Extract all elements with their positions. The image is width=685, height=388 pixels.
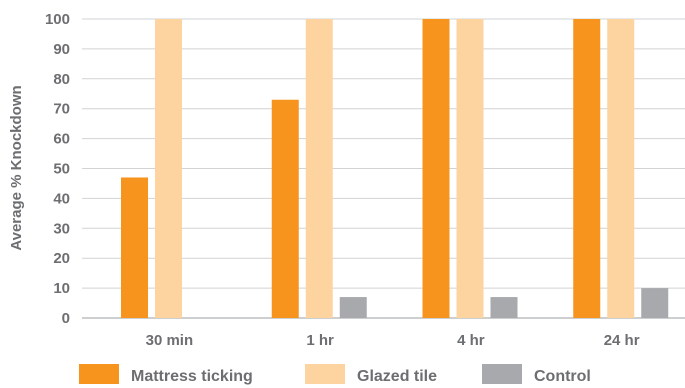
y-axis-label: Average % Knockdown <box>8 85 25 250</box>
bar <box>456 19 484 318</box>
bar <box>573 19 601 318</box>
x-axis-ticks: 30 min 1 hr 4 hr 24 hr <box>146 332 640 349</box>
x-tick-label: 24 hr <box>604 332 640 349</box>
y-tick-label: 10 <box>53 280 70 297</box>
bar <box>607 19 635 318</box>
legend-label: Control <box>534 368 591 385</box>
bar <box>490 297 518 318</box>
y-tick-label: 30 <box>53 220 70 237</box>
y-tick-label: 0 <box>62 310 70 327</box>
legend-label: Mattress ticking <box>131 368 253 385</box>
bar <box>641 288 669 318</box>
bar <box>155 19 182 318</box>
legend-label: Glazed tile <box>357 368 437 385</box>
x-tick-label: 1 hr <box>306 332 334 349</box>
bar <box>339 297 367 318</box>
bar <box>121 177 148 318</box>
bar <box>271 99 299 318</box>
legend-item: Mattress ticking <box>79 364 253 385</box>
y-tick-label: 20 <box>53 250 70 267</box>
y-tick-label: 50 <box>53 161 70 178</box>
legend-swatch <box>482 364 522 384</box>
legend-swatch <box>305 364 345 384</box>
legend: Mattress ticking Glazed tile Control <box>79 364 591 385</box>
y-tick-label: 60 <box>53 131 70 148</box>
bar <box>305 19 333 318</box>
y-tick-label: 70 <box>53 101 70 118</box>
y-tick-label: 80 <box>53 71 70 88</box>
legend-item: Glazed tile <box>305 364 437 385</box>
y-tick-label: 40 <box>53 190 70 207</box>
x-tick-label: 4 hr <box>457 332 485 349</box>
x-tick-label: 30 min <box>146 332 194 349</box>
y-tick-label: 90 <box>53 41 70 58</box>
bar <box>422 19 450 318</box>
bars <box>121 19 669 318</box>
y-axis-ticks: 0 10 20 30 40 50 60 70 80 90 100 <box>45 11 70 327</box>
legend-item: Control <box>482 364 591 385</box>
legend-swatch <box>79 364 119 384</box>
y-tick-label: 100 <box>45 11 70 28</box>
